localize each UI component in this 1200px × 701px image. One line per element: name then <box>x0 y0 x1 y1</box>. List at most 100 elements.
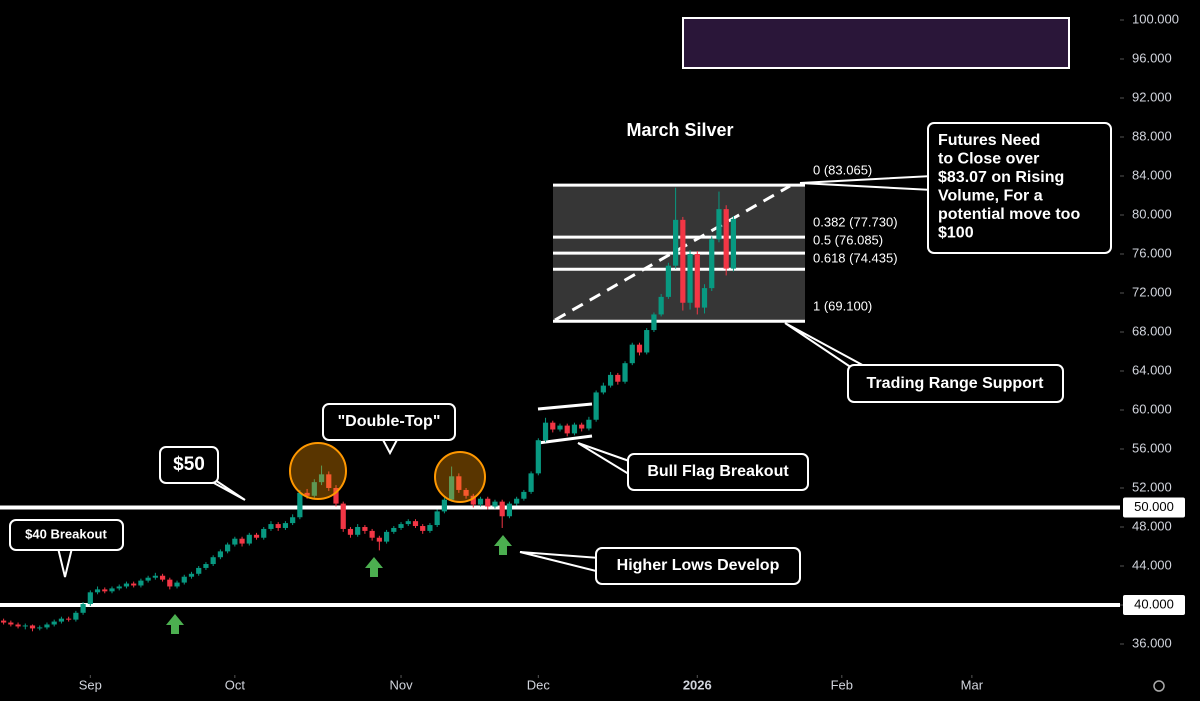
callout-text: "Double-Top" <box>338 413 441 430</box>
candle-body <box>282 523 289 528</box>
candle-body <box>268 524 274 529</box>
arrow-up <box>365 557 383 577</box>
y-tick-label: 92.000 <box>1132 89 1172 104</box>
candle-body <box>73 612 79 620</box>
candle-body <box>499 501 505 517</box>
candle-body <box>441 499 447 512</box>
price-axis-bg <box>1120 0 1200 701</box>
y-tick-label: 88.000 <box>1132 128 1172 143</box>
candle-body <box>29 625 36 629</box>
callout-text: $40 Breakout <box>25 526 107 541</box>
arrow-up <box>166 614 184 634</box>
candle-body <box>246 534 252 544</box>
candle-body <box>600 385 606 393</box>
candles <box>1 187 737 632</box>
candle-body <box>326 474 332 488</box>
candle-body <box>434 511 440 526</box>
highlight-circle <box>289 442 347 500</box>
y-tick-label: 56.000 <box>1132 440 1172 455</box>
candle-body <box>239 538 245 544</box>
candle-body <box>58 618 65 622</box>
candle-body <box>8 622 14 625</box>
x-tick-label: Sep <box>79 677 102 692</box>
candle-body <box>131 583 137 586</box>
x-tick-label: 2026 <box>683 677 712 692</box>
candle-body <box>174 582 180 587</box>
callout-text: $83.07 on Rising <box>938 169 1064 186</box>
callout-multiline: Futures Need to Close over$83.07 on Risin… <box>938 132 1080 242</box>
candle-body <box>80 604 86 613</box>
level-label: 40.000 <box>1134 596 1174 611</box>
candle-body <box>66 618 72 620</box>
candle-body <box>694 253 700 308</box>
candle-body <box>723 209 729 269</box>
y-tick-label: 100.000 <box>1132 11 1179 26</box>
trendline <box>554 184 791 322</box>
candle-body <box>22 625 28 627</box>
candle-body <box>138 580 144 586</box>
callout-box <box>847 364 1064 403</box>
candle-body <box>557 425 563 430</box>
candle-body <box>506 503 513 517</box>
candle-body <box>477 498 484 505</box>
candle-body <box>456 476 462 490</box>
candle-body <box>44 624 50 628</box>
candle-body <box>535 440 541 474</box>
x-tick-label: Mar <box>961 677 984 692</box>
fib-label: 1 (69.100) <box>813 299 872 314</box>
candle-body <box>673 219 679 266</box>
fib-label: 0.618 (74.435) <box>813 251 898 266</box>
candle-body <box>593 392 599 420</box>
callout-box <box>9 519 124 551</box>
candle-body <box>730 218 737 269</box>
candle-body <box>405 521 411 525</box>
candle-body <box>253 534 260 538</box>
candle-body <box>51 621 57 625</box>
y-tick-label: 52.000 <box>1132 479 1172 494</box>
candle-body <box>304 492 310 496</box>
candle-body <box>579 424 585 429</box>
y-tick-label: 84.000 <box>1132 167 1172 182</box>
candle-body <box>622 363 628 382</box>
candle-body <box>159 575 166 580</box>
candle-body <box>94 589 101 593</box>
highlight-circle <box>434 451 486 503</box>
candle-body <box>391 527 397 532</box>
candle-body <box>658 296 664 315</box>
y-tick-label: 60.000 <box>1132 401 1172 416</box>
flag-line <box>537 434 593 445</box>
levels <box>0 505 1120 607</box>
candle-body <box>102 589 108 592</box>
candle-body <box>362 526 368 531</box>
candle-body <box>340 503 346 529</box>
candle-body <box>470 495 476 505</box>
candle-body <box>564 425 570 434</box>
candle-body <box>492 501 498 507</box>
candle-body <box>716 209 722 240</box>
y-tick-label: 36.000 <box>1132 635 1172 650</box>
callout-box <box>322 403 456 441</box>
candle-body <box>188 573 195 577</box>
settings-icon <box>1153 680 1165 692</box>
x-tick-label: Nov <box>389 677 413 692</box>
callout-box <box>627 453 809 491</box>
candle-body <box>116 586 122 589</box>
y-tick-label: 96.000 <box>1132 50 1172 65</box>
callout-text: potential move too <box>938 206 1080 223</box>
candle-body <box>203 564 209 568</box>
candle-body <box>514 498 520 504</box>
y-tick-label: 44.000 <box>1132 557 1172 572</box>
candle-body <box>398 524 404 528</box>
callout-text: Trading Range Support <box>867 375 1045 392</box>
candle-body <box>485 498 491 507</box>
candle-body <box>318 474 325 483</box>
candle-body <box>709 239 715 289</box>
candle-body <box>210 557 216 565</box>
candle-body <box>571 424 578 434</box>
candle-body <box>355 526 361 535</box>
axes: 36.000 40.000 44.000 48.000 52.000 56.000 60.0… <box>79 0 1200 701</box>
candle-body <box>123 583 130 587</box>
level-tag <box>1123 594 1185 615</box>
